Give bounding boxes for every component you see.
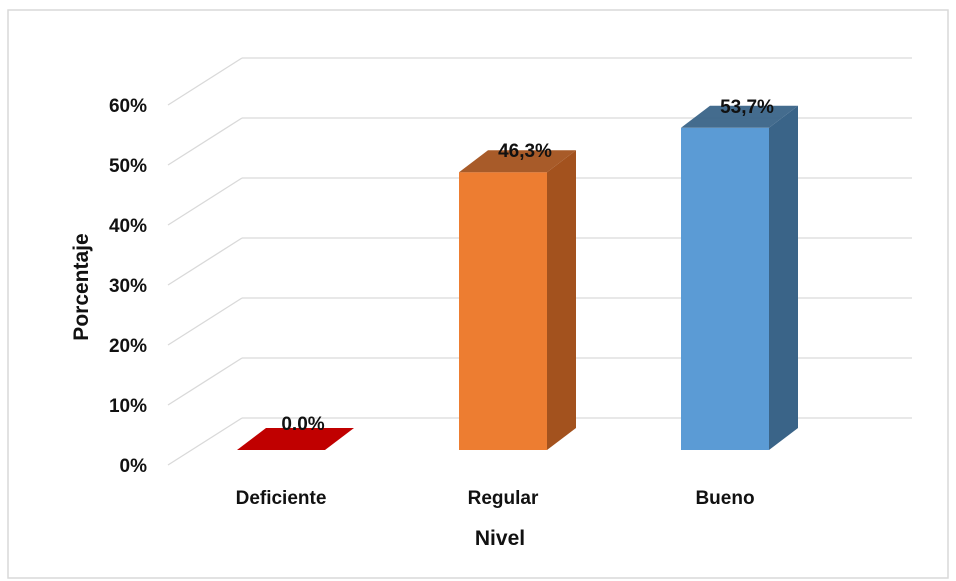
- y-tick-label: 10%: [109, 396, 147, 417]
- y-tick-label: 60%: [109, 96, 147, 117]
- data-label-regular: 46,3%: [498, 141, 552, 162]
- x-axis-categories: Deficiente Regular Bueno: [236, 488, 755, 509]
- gridline-diagonal: [167, 177, 243, 226]
- chart-border: [7, 9, 949, 579]
- category-label-deficiente: Deficiente: [236, 488, 327, 509]
- y-tick-label: 20%: [109, 336, 147, 357]
- x-axis-title: Nivel: [475, 527, 525, 550]
- gridline-diagonal: [167, 297, 243, 346]
- bar-deficiente: [237, 428, 354, 450]
- gridline-diagonal: [167, 117, 243, 166]
- gridline-diagonal: [167, 417, 243, 466]
- bar-side-bueno: [769, 105, 798, 451]
- bar-top-bueno: [681, 105, 798, 128]
- gridline-diagonal: [167, 357, 243, 406]
- data-label-bueno: 53,7%: [720, 97, 774, 118]
- gridline-diagonal: [167, 57, 243, 106]
- y-axis-title: Porcentaje: [70, 233, 93, 340]
- category-label-bueno: Bueno: [695, 488, 754, 509]
- category-label-regular: Regular: [468, 488, 539, 509]
- gridline-diagonal: [167, 237, 243, 286]
- y-tick-label: 40%: [109, 216, 147, 237]
- y-tick-label: 50%: [109, 156, 147, 177]
- bar-bueno: [681, 127, 769, 451]
- y-tick-label: 0%: [120, 456, 148, 477]
- data-label-deficiente: 0.0%: [281, 414, 324, 435]
- bars: [237, 105, 798, 451]
- y-axis-ticks: 0% 10% 20% 30% 40% 50% 60%: [109, 96, 147, 477]
- bar-top-regular: [459, 150, 576, 173]
- gridlines: [167, 57, 912, 466]
- bar-regular: [459, 172, 547, 450]
- bar-side-regular: [547, 150, 576, 450]
- data-labels: 0.0% 46,3% 53,7%: [281, 97, 774, 435]
- y-tick-label: 30%: [109, 276, 147, 297]
